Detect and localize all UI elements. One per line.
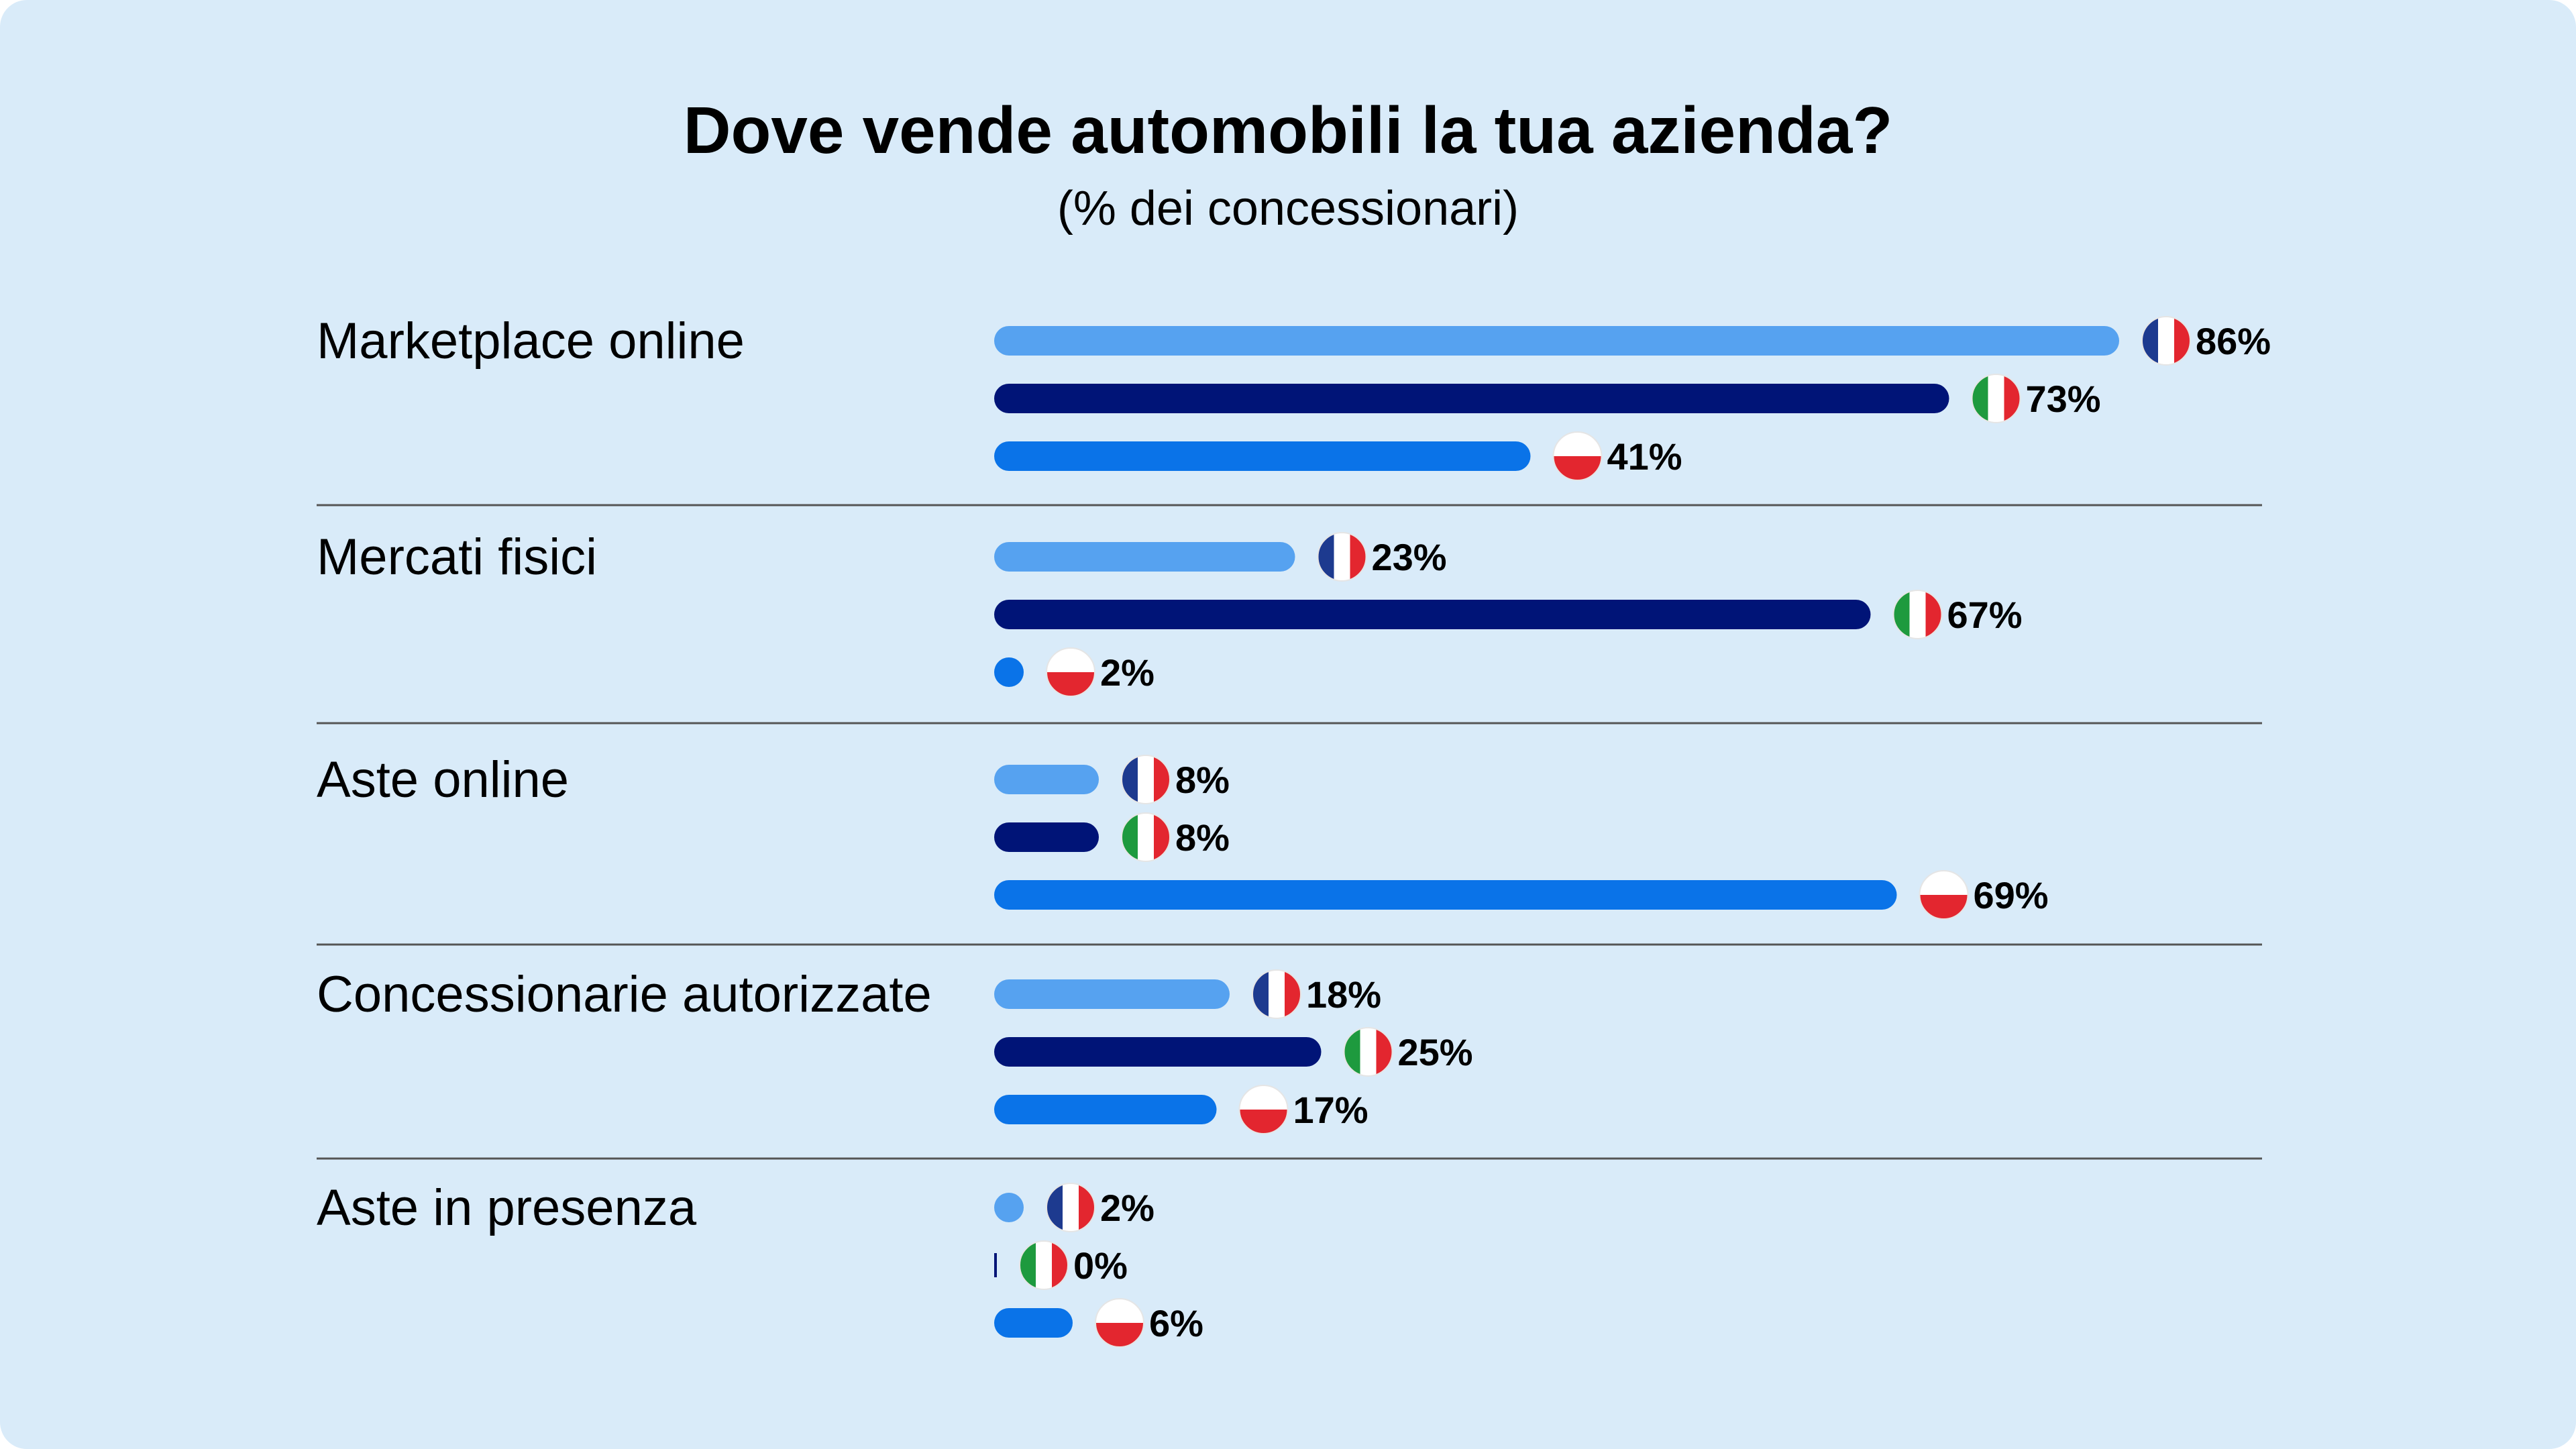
bar [994, 1253, 997, 1277]
category-label: Aste in presenza [317, 1179, 697, 1236]
fr-flag-icon [1252, 969, 1301, 1019]
pl-flag-icon [1919, 870, 1969, 920]
data-label: 8% [1175, 816, 1230, 859]
bar [994, 657, 1024, 687]
bar [994, 1095, 1217, 1124]
data-label: 23% [1372, 536, 1447, 578]
bar [994, 542, 1295, 572]
bar [994, 441, 1531, 471]
it-flag-icon [1121, 812, 1171, 862]
fr-flag-icon [2141, 316, 2191, 366]
data-label: 2% [1100, 1187, 1155, 1229]
it-flag-icon [1892, 590, 1943, 639]
bar [994, 880, 1897, 910]
it-flag-icon [1343, 1027, 1393, 1077]
category-label: Aste online [317, 751, 569, 808]
category-label: Mercati fisici [317, 529, 597, 586]
data-label: 17% [1293, 1089, 1368, 1131]
data-label: 41% [1607, 435, 1682, 478]
it-flag-icon [1971, 374, 2021, 423]
it-flag-icon [1019, 1240, 1069, 1290]
category-label: Concessionarie autorizzate [317, 966, 932, 1023]
pl-flag-icon [1046, 647, 1095, 697]
bar [994, 822, 1099, 852]
bar [994, 600, 1871, 629]
bar [994, 1193, 1024, 1222]
data-label: 67% [1947, 594, 2023, 636]
pl-flag-icon [1095, 1298, 1144, 1348]
chart-subtitle: (% dei concessionari) [1057, 182, 1519, 235]
data-label: 25% [1398, 1031, 1473, 1073]
bar [994, 326, 2119, 356]
fr-flag-icon [1046, 1183, 1095, 1232]
pl-flag-icon [1238, 1085, 1289, 1134]
fr-flag-icon [1121, 755, 1171, 804]
bar [994, 979, 1230, 1009]
data-label: 2% [1100, 651, 1155, 694]
data-label: 6% [1149, 1302, 1203, 1344]
chart-title: Dove vende automobili la tua azienda? [683, 93, 1893, 167]
bar [994, 1308, 1073, 1338]
bar [994, 1037, 1322, 1067]
data-label: 73% [2026, 378, 2101, 420]
fr-flag-icon [1317, 532, 1367, 582]
category-label: Marketplace online [317, 313, 745, 370]
bar [994, 765, 1099, 794]
data-label: 69% [1974, 874, 2049, 916]
data-label: 0% [1073, 1244, 1128, 1287]
data-label: 18% [1306, 973, 1381, 1016]
pl-flag-icon [1552, 431, 1603, 481]
data-label: 8% [1175, 759, 1230, 801]
bar [994, 384, 1949, 413]
data-label: 86% [2196, 320, 2271, 362]
